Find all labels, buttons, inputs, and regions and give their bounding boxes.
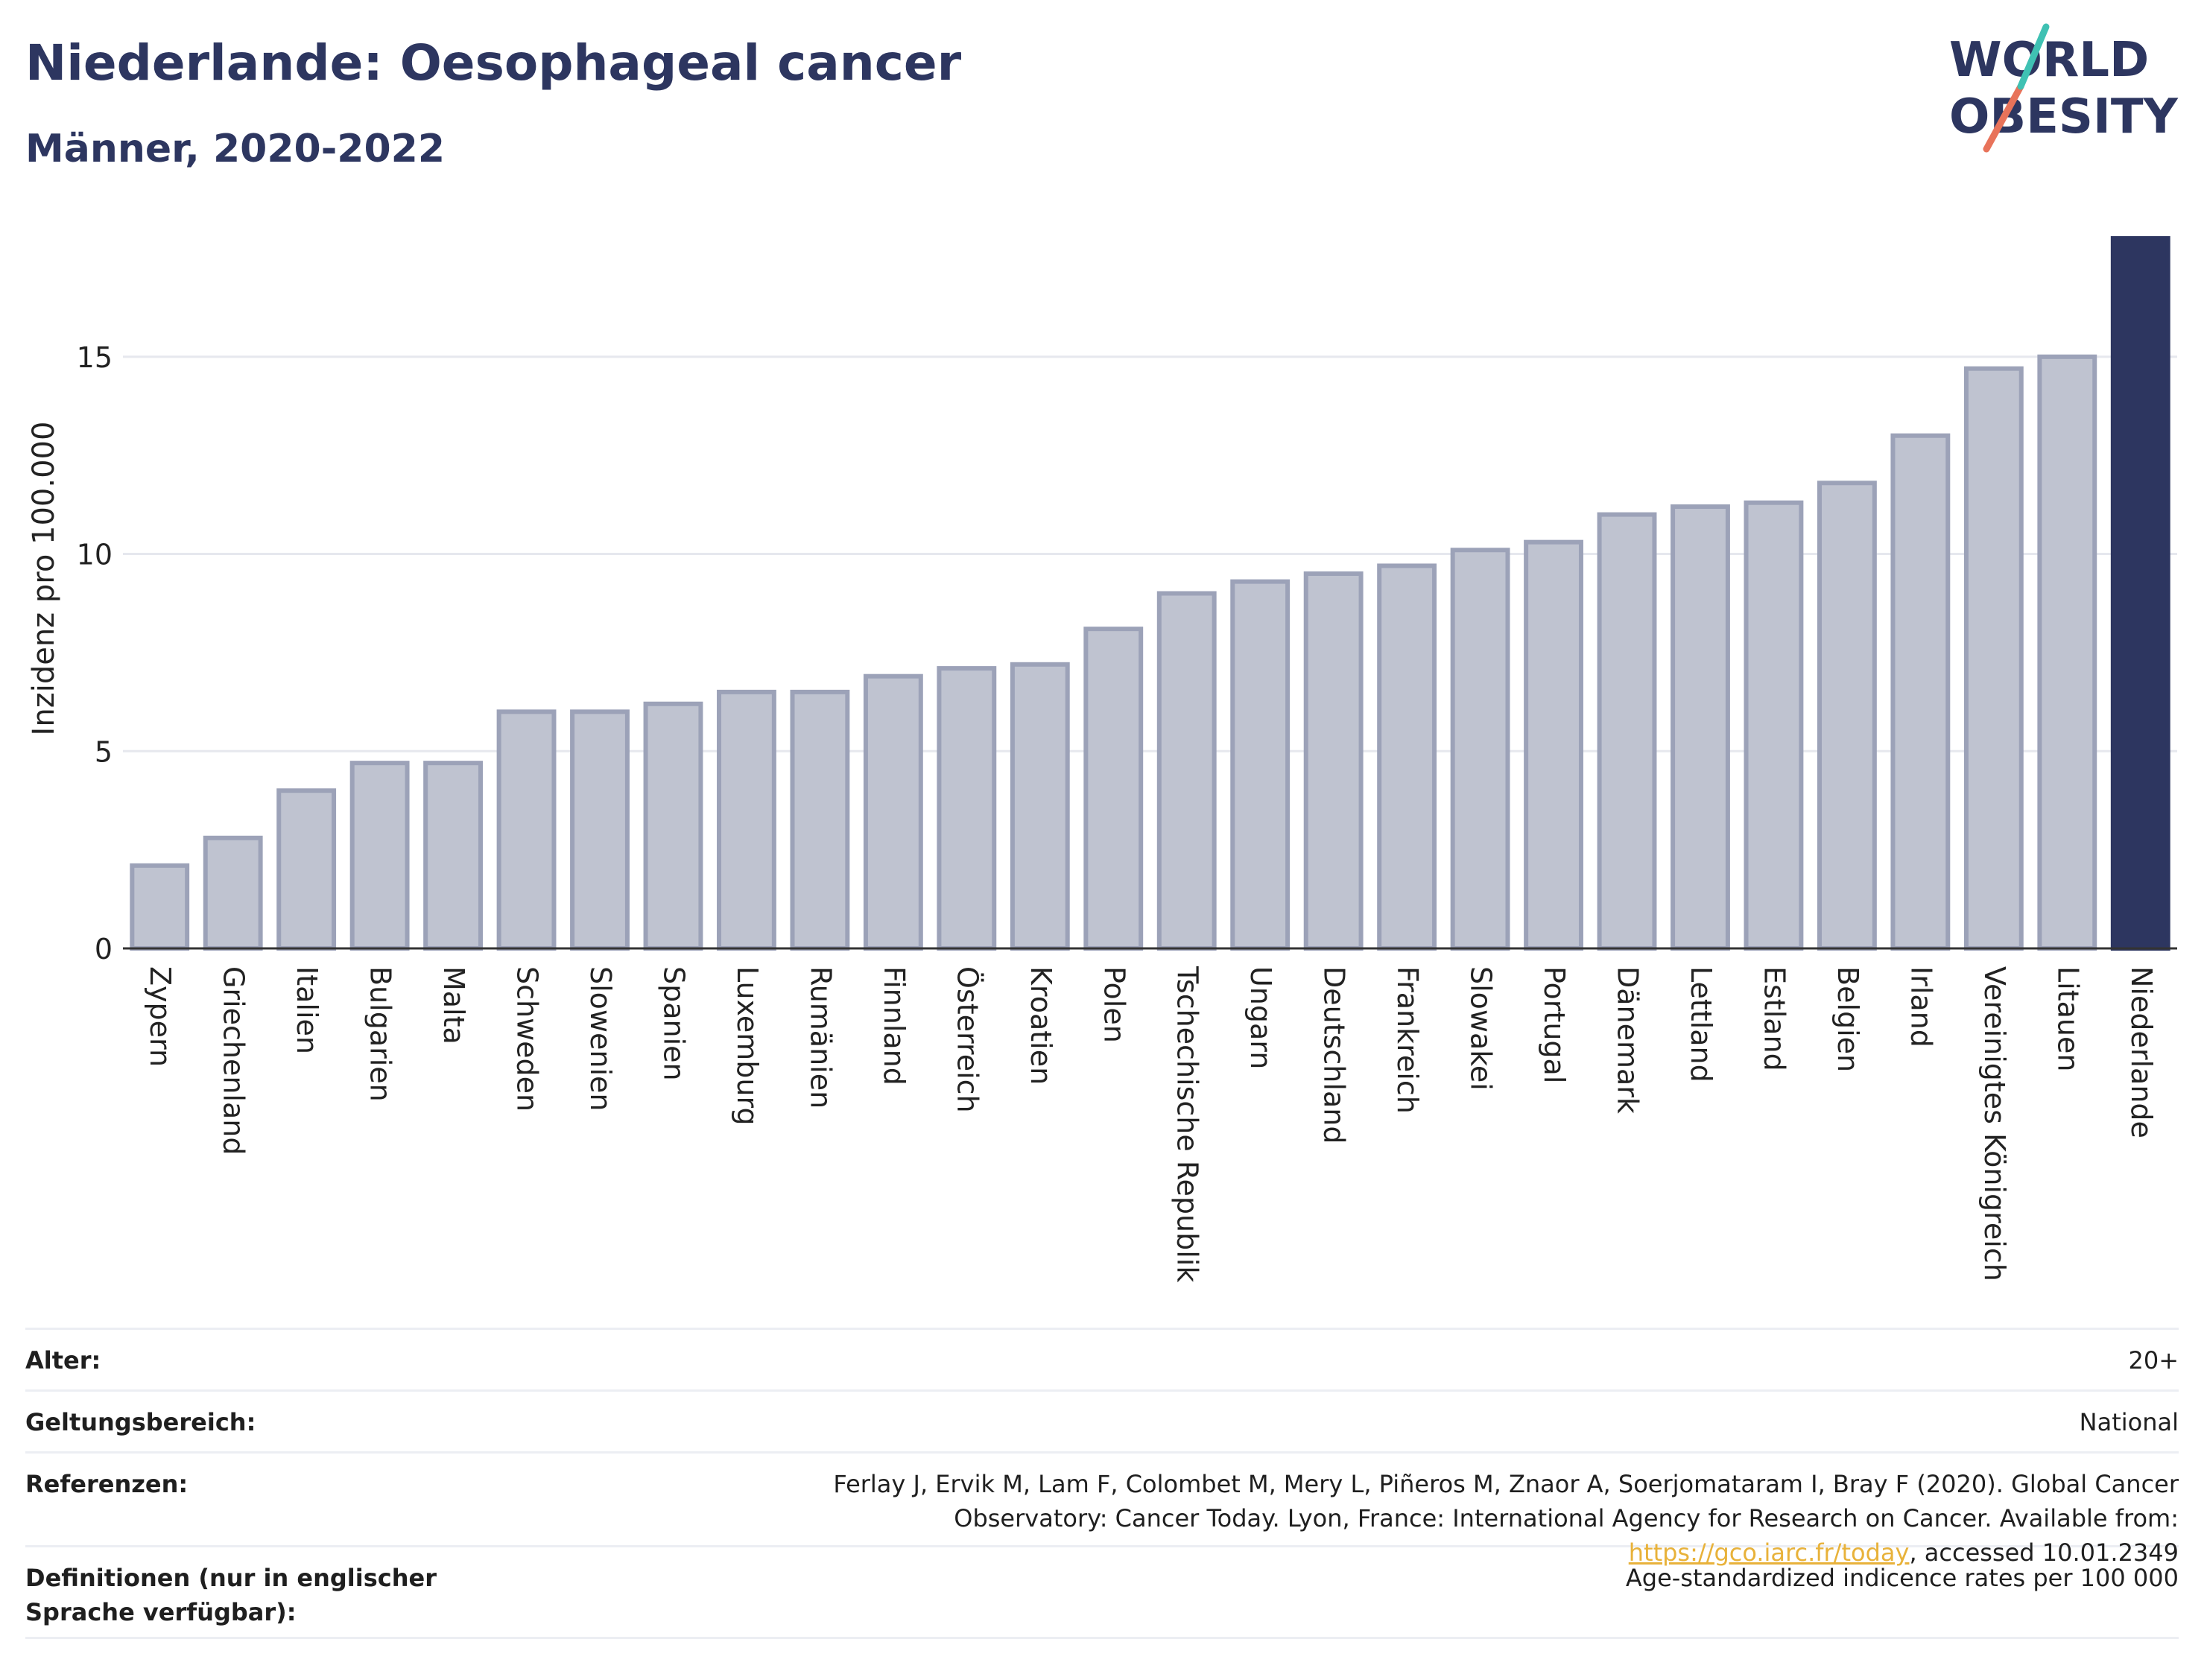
bar-ungarn (1230, 579, 1291, 951)
meta-label-scope: Geltungsbereich: (25, 1408, 256, 1436)
world-obesity-logo: WORLD OBESITY (1949, 23, 2178, 153)
bar-dänemark (1597, 512, 1657, 951)
x-tick-label: Kroatien (1025, 966, 1057, 1085)
logo-slash-teal (2017, 23, 2050, 90)
x-tick-label: Luxemburg (731, 966, 764, 1126)
bar-kroatien (1010, 662, 1070, 951)
x-tick-label: Frankreich (1391, 966, 1424, 1114)
y-tick-label: 10 (77, 539, 113, 571)
x-tick-label: Malta (437, 966, 470, 1045)
bar-spanien (643, 701, 703, 951)
meta-row-references: Referenzen: Ferlay J, Ervik M, Lam F, Co… (25, 1451, 2179, 1567)
x-tick-label: Finnland (878, 966, 911, 1085)
bar-frankreich (1377, 563, 1437, 951)
bar-luxemburg (717, 689, 776, 951)
bar-slowenien (570, 709, 630, 951)
x-tick-label: Irland (1904, 966, 1937, 1047)
bars (130, 236, 2170, 951)
logo-line2: OBESITY (1949, 89, 2178, 145)
meta-label-definitions: Definitionen (nur in englischer Sprache … (25, 1564, 437, 1626)
y-axis-label: Inzidenz pro 100.000 (27, 422, 61, 736)
reference-text: Ferlay J, Ervik M, Lam F, Colombet M, Me… (833, 1470, 2179, 1532)
meta-row-scope: Geltungsbereich: National (25, 1389, 2179, 1451)
bar-schweden (496, 709, 557, 951)
meta-value-age: 20+ (2128, 1346, 2179, 1375)
x-tick-label: Slowakei (1465, 966, 1498, 1091)
bar-tschechische-republik (1156, 591, 1217, 951)
x-axis-labels: Zypern Griechenland Italien Bulgarien Malta S… (144, 966, 2158, 1282)
chart-title: Niederlande: Oesophageal cancer (25, 34, 962, 92)
metadata-table: Alter: 20+ Geltungsbereich: National Ref… (25, 1328, 2179, 1639)
meta-row-age: Alter: 20+ (25, 1328, 2179, 1389)
chart-subtitle: Männer, 2020-2022 (25, 127, 446, 171)
bar-litauen (2037, 354, 2097, 951)
x-tick-label: Lettland (1685, 966, 1717, 1083)
bar-slowakei (1450, 548, 1510, 951)
y-tick-label: 0 (95, 933, 113, 966)
bar-finnland (863, 673, 923, 951)
bar-lettland (1671, 504, 1730, 951)
x-tick-label: Tschechische Republik (1171, 966, 1204, 1282)
x-tick-label: Litauen (2051, 966, 2084, 1071)
meta-label-references: Referenzen: (25, 1470, 189, 1498)
x-tick-label: Deutschland (1318, 966, 1351, 1144)
x-tick-label: Portugal (1538, 966, 1571, 1083)
bar-polen (1083, 627, 1144, 951)
bar-griechenland (203, 835, 263, 951)
x-tick-label: Polen (1098, 966, 1130, 1043)
y-axis-ticks: 0 5 10 15 (77, 341, 113, 966)
x-tick-label: Belgien (1831, 966, 1864, 1072)
bar-rumänien (790, 689, 850, 951)
bar-portugal (1524, 539, 1583, 951)
meta-row-definitions: Definitionen (nur in englischer Sprache … (25, 1545, 2179, 1639)
reference-accessed: , accessed 10.01.2349 (1909, 1538, 2179, 1567)
x-tick-label: Estland (1758, 966, 1790, 1071)
x-tick-label: Griechenland (218, 966, 250, 1156)
x-tick-label: Schweden (511, 966, 544, 1112)
bar-niederlande (2110, 236, 2170, 951)
x-tick-label: Slowenien (584, 966, 617, 1112)
bar-vereinigtes-königreich (1963, 366, 2024, 951)
logo-slash-red (1983, 83, 2024, 153)
meta-value-references: Ferlay J, Ervik M, Lam F, Colombet M, Me… (547, 1467, 2179, 1570)
x-tick-label: Rumänien (804, 966, 837, 1109)
bar-estland (1744, 500, 1804, 951)
y-tick-label: 5 (95, 735, 113, 768)
x-tick-label: Spanien (657, 966, 690, 1081)
x-tick-label: Österreich (951, 966, 984, 1113)
x-tick-label: Italien (291, 966, 323, 1054)
x-tick-label: Bulgarien (364, 966, 397, 1102)
meta-value-scope: National (2079, 1408, 2179, 1436)
bar-österreich (937, 666, 997, 951)
bar-chart: 0 5 10 15 Zypern Griechenland Italien Bulgarie… (27, 236, 2177, 1282)
y-tick-label: 15 (77, 341, 113, 374)
x-tick-label: Niederlande (2125, 966, 2158, 1138)
x-tick-label: Ungarn (1244, 966, 1277, 1069)
meta-value-definitions: Age-standardized indicence rates per 100… (1625, 1564, 2179, 1592)
bar-zypern (130, 863, 190, 951)
x-tick-label: Vereinigtes Königreich (1978, 966, 2011, 1281)
bar-irland (1890, 433, 1951, 951)
bar-malta (423, 761, 484, 951)
bar-bulgarien (349, 761, 410, 951)
x-tick-label: Dänemark (1612, 966, 1644, 1114)
bar-italien (276, 788, 337, 951)
x-tick-label: Zypern (144, 966, 177, 1067)
meta-label-age: Alter: (25, 1346, 101, 1375)
logo-line1: WORLD (1949, 33, 2149, 88)
reference-link[interactable]: https://gco.iarc.fr/today (1628, 1538, 1910, 1567)
bar-deutschland (1303, 571, 1364, 951)
bar-belgien (1817, 481, 1877, 951)
